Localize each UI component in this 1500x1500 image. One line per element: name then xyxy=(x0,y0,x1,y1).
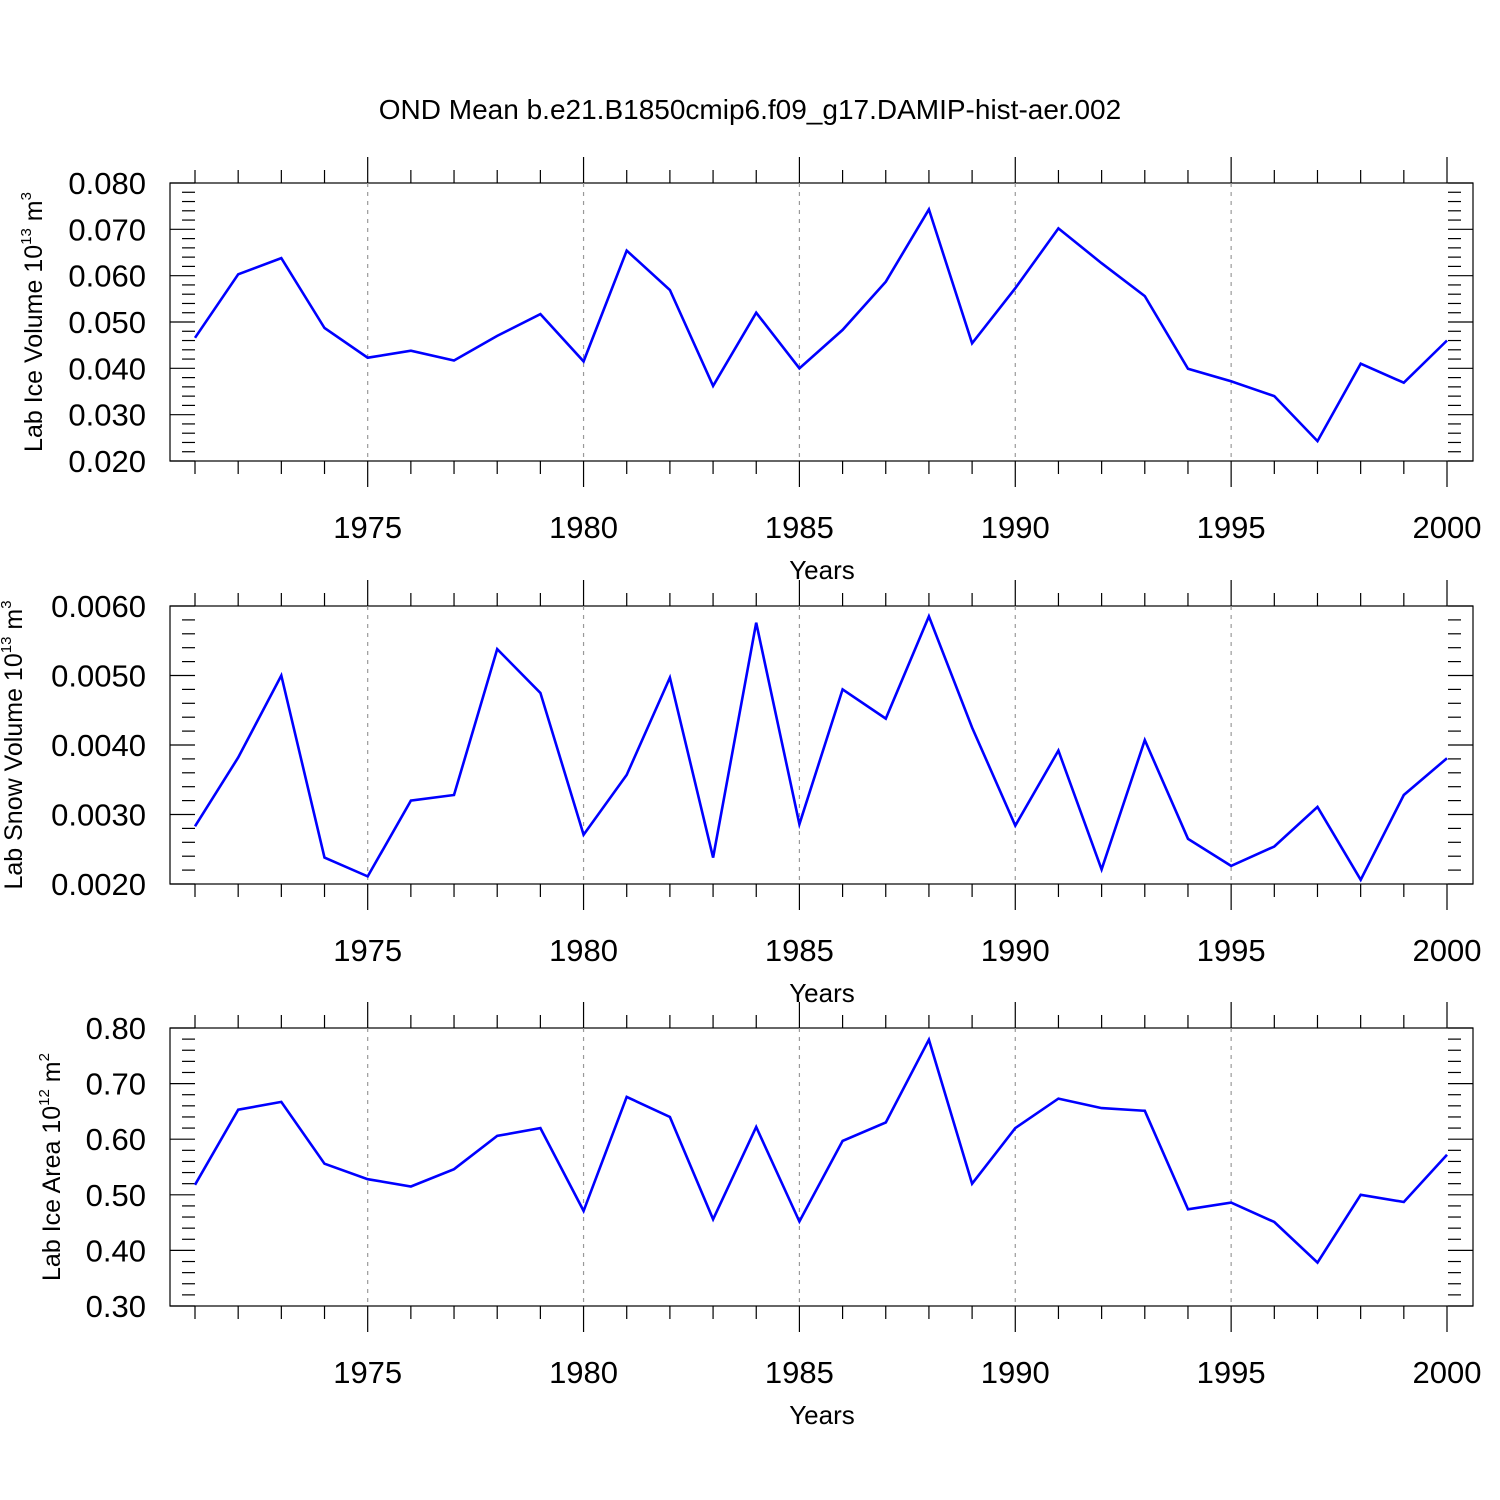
x-tick-label: 1985 xyxy=(765,510,834,545)
panel-3: 1975 1980 1985 1990 1995 2000 Years 0.30 0.40 0.5… xyxy=(36,1002,1481,1430)
y-label-text: Lab Ice Area 10 xyxy=(38,1106,66,1281)
y-label-text: Lab Snow Volume 10 xyxy=(0,653,28,889)
x-tick-label: 1985 xyxy=(765,1355,834,1390)
x-tick-label: 1980 xyxy=(549,510,618,545)
plot-frame xyxy=(169,182,1474,462)
figure-title: OND Mean b.e21.B1850cmip6.f09_g17.DAMIP-… xyxy=(379,94,1121,125)
y-label-exponent: 13 xyxy=(18,228,35,245)
x-tick-label: 1975 xyxy=(333,510,402,545)
y-label-unit-exponent: 3 xyxy=(18,192,35,200)
x-tick-label: 1975 xyxy=(333,1355,402,1390)
x-tick-label: 1990 xyxy=(981,933,1050,968)
y-tick-label: 0.050 xyxy=(68,305,146,340)
x-tick-label: 1990 xyxy=(981,1355,1050,1390)
x-tick-label: 1995 xyxy=(1197,1355,1266,1390)
y-label-unit: m xyxy=(38,1061,66,1089)
y-tick-label: 0.020 xyxy=(68,444,146,479)
y-tick-label: 0.030 xyxy=(68,398,146,433)
x-tick-label: 1995 xyxy=(1197,510,1266,545)
y-tick-label: 0.30 xyxy=(86,1289,146,1324)
y-tick-label: 0.0030 xyxy=(51,798,146,833)
y-label-exponent: 12 xyxy=(36,1089,53,1106)
y-axis-label: Lab Ice Volume 1013 m3 xyxy=(18,192,48,452)
x-axis-label: Years xyxy=(789,1400,855,1430)
x-tick-label: 2000 xyxy=(1413,510,1482,545)
plot-frame xyxy=(169,1027,1474,1307)
y-tick-label: 0.80 xyxy=(86,1011,146,1046)
x-axis-label: Years xyxy=(789,978,855,1008)
y-label-unit: m xyxy=(0,609,28,637)
panel-1: 1975 1980 1985 1990 1995 2000 Years 0.020 0.030 0… xyxy=(18,157,1481,585)
x-tick-label: 1975 xyxy=(333,933,402,968)
series-line xyxy=(193,1036,1448,1265)
y-tick-label: 0.70 xyxy=(86,1067,146,1102)
y-tick-label: 0.070 xyxy=(68,212,146,247)
x-tick-label: 2000 xyxy=(1413,933,1482,968)
x-tick-label: 1980 xyxy=(549,933,618,968)
y-tick-label: 0.60 xyxy=(86,1122,146,1157)
y-tick-label: 0.0060 xyxy=(51,589,146,624)
y-tick-label: 0.0020 xyxy=(51,867,146,902)
x-axis-label: Years xyxy=(789,555,855,585)
y-tick-label: 0.40 xyxy=(86,1233,146,1268)
x-tick-label: 2000 xyxy=(1413,1355,1482,1390)
y-label-exponent: 13 xyxy=(0,637,15,654)
y-label-unit: m xyxy=(20,200,48,228)
y-tick-label: 0.0040 xyxy=(51,728,146,763)
y-label-unit-exponent: 3 xyxy=(0,600,15,608)
panel-2: 1975 1980 1985 1990 1995 2000 Years 0.0020 0.003… xyxy=(0,580,1481,1008)
x-tick-label: 1990 xyxy=(981,510,1050,545)
y-tick-label: 0.0050 xyxy=(51,659,146,694)
y-axis-label: Lab Snow Volume 1013 m3 xyxy=(0,600,28,889)
series-line xyxy=(193,206,1448,444)
y-tick-label: 0.50 xyxy=(86,1178,146,1213)
y-label-text: Lab Ice Volume 10 xyxy=(20,245,48,452)
series-line xyxy=(193,612,1448,883)
y-tick-label: 0.080 xyxy=(68,166,146,201)
y-tick-label: 0.040 xyxy=(68,351,146,386)
x-tick-label: 1995 xyxy=(1197,933,1266,968)
y-label-unit-exponent: 2 xyxy=(36,1053,53,1061)
y-axis-label: Lab Ice Area 1012 m2 xyxy=(36,1053,66,1281)
x-tick-label: 1980 xyxy=(549,1355,618,1390)
x-tick-label: 1985 xyxy=(765,933,834,968)
y-tick-label: 0.060 xyxy=(68,259,146,294)
